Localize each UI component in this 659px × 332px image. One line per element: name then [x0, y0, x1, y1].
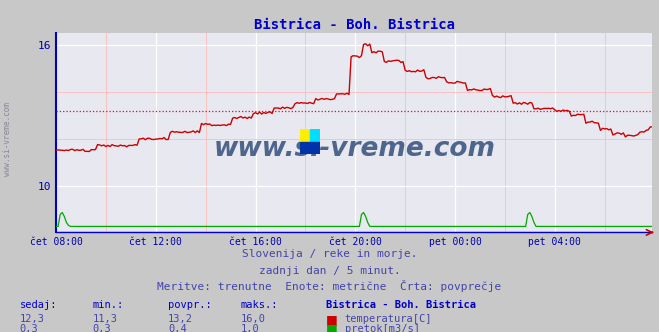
Text: 0,3: 0,3	[92, 324, 111, 332]
Bar	[300, 129, 310, 142]
Text: 11,3: 11,3	[92, 314, 117, 324]
Text: min.:: min.:	[92, 300, 123, 310]
Text: pretok[m3/s]: pretok[m3/s]	[345, 324, 420, 332]
Title: Bistrica - Boh. Bistrica: Bistrica - Boh. Bistrica	[254, 18, 455, 32]
Bar	[300, 142, 310, 154]
Text: ■: ■	[326, 313, 338, 326]
Text: Bistrica - Boh. Bistrica: Bistrica - Boh. Bistrica	[326, 300, 476, 310]
Text: 12,3: 12,3	[20, 314, 45, 324]
Text: 13,2: 13,2	[168, 314, 193, 324]
Text: www.si-vreme.com: www.si-vreme.com	[3, 103, 13, 176]
Bar	[310, 142, 320, 154]
Text: 1,0: 1,0	[241, 324, 259, 332]
Text: 16,0: 16,0	[241, 314, 266, 324]
Text: sedaj:: sedaj:	[20, 300, 57, 310]
Text: maks.:: maks.:	[241, 300, 278, 310]
Text: povpr.:: povpr.:	[168, 300, 212, 310]
Bar	[310, 129, 320, 142]
Text: 0,3: 0,3	[20, 324, 38, 332]
Text: 0,4: 0,4	[168, 324, 186, 332]
Text: zadnji dan / 5 minut.: zadnji dan / 5 minut.	[258, 266, 401, 276]
Text: temperatura[C]: temperatura[C]	[345, 314, 432, 324]
Text: Meritve: trenutne  Enote: metrične  Črta: povprečje: Meritve: trenutne Enote: metrične Črta: …	[158, 281, 501, 292]
Text: Slovenija / reke in morje.: Slovenija / reke in morje.	[242, 249, 417, 259]
Text: www.si-vreme.com: www.si-vreme.com	[214, 136, 495, 162]
Text: ■: ■	[326, 322, 338, 332]
